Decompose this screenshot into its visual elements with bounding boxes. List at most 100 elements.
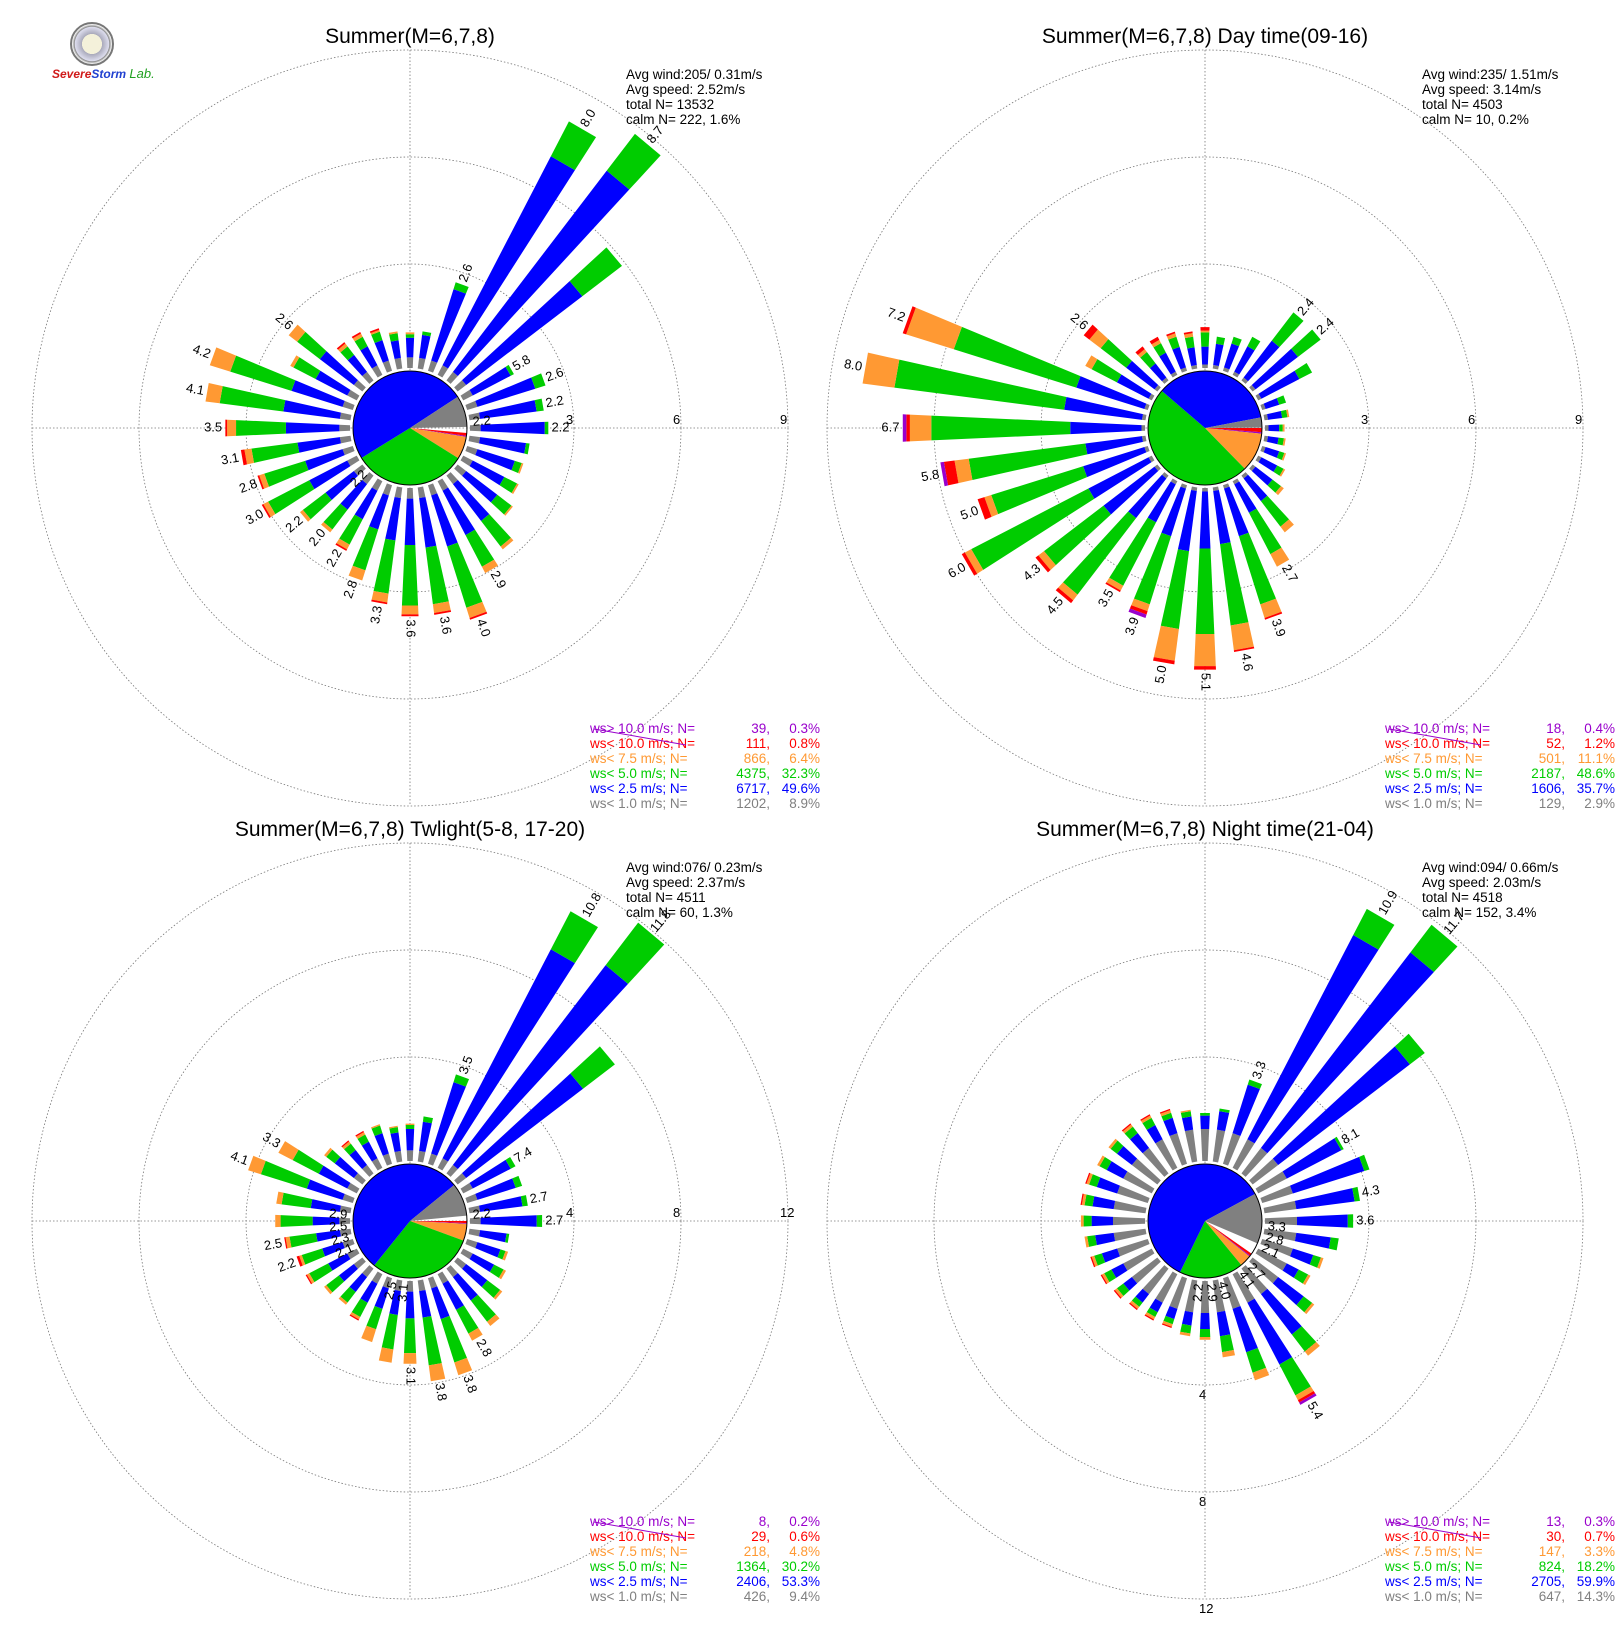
petal-segment — [1394, 1033, 1425, 1065]
petal-segment — [1299, 1393, 1317, 1405]
petal — [1113, 1257, 1161, 1299]
petal-segment — [906, 307, 962, 350]
petal — [417, 486, 452, 615]
petal-segment — [569, 247, 623, 297]
petal-segment — [406, 1280, 414, 1292]
petal — [1260, 1238, 1324, 1269]
petal-segment — [1267, 411, 1283, 420]
petal-segment — [1215, 336, 1226, 346]
petal-segment — [1166, 331, 1176, 337]
petal-segment — [371, 365, 383, 378]
petal-value-label: 3.8 — [460, 1373, 480, 1395]
petal-segment — [340, 1286, 356, 1303]
petal — [1179, 1279, 1198, 1337]
petal-segment — [968, 443, 1088, 480]
windrose-panel: 3 6 98.08.75.82.62.62.22.2 2.22.94.03.63.63… — [31, 25, 820, 811]
petal-segment — [389, 1127, 399, 1134]
petal-segment — [1249, 1158, 1279, 1185]
petal-segment — [338, 1296, 348, 1305]
legend-count: 647, — [1539, 1589, 1565, 1604]
legend-label: ws< 5.0 m/s; N= — [1384, 766, 1483, 781]
petal-segment — [427, 483, 438, 496]
petal-segment — [1263, 1228, 1297, 1242]
petal-segment — [338, 1263, 358, 1282]
petal-value-label: 2.7 — [545, 1212, 563, 1227]
petal — [468, 398, 544, 421]
petal — [1100, 1248, 1155, 1285]
stats-line: Avg speed: 2.03m/s — [1422, 875, 1541, 890]
petal-segment — [309, 1263, 333, 1283]
petal-segment — [1070, 421, 1142, 435]
petal-value-label: 10.8 — [579, 890, 605, 919]
petal-segment — [1260, 952, 1434, 1154]
petal-segment — [469, 424, 481, 432]
petal-value-label: 2.3 — [329, 1229, 350, 1248]
petal-segment — [1123, 1276, 1138, 1291]
legend-label: ws< 1.0 m/s; N= — [589, 796, 688, 811]
petal-segment — [1131, 1296, 1143, 1307]
petal-value-label: 4.3 — [1020, 561, 1043, 584]
petal — [296, 1238, 355, 1267]
petal — [349, 1271, 383, 1321]
petal — [371, 1124, 393, 1166]
petal — [225, 419, 351, 437]
petal — [1200, 1112, 1210, 1162]
petal — [1128, 483, 1188, 618]
petal — [1212, 486, 1255, 652]
petal — [1144, 1271, 1178, 1321]
petal — [1194, 487, 1216, 670]
petal-segment — [431, 1286, 450, 1320]
petal-segment — [419, 334, 431, 360]
petal-segment — [1187, 347, 1197, 366]
petal-segment — [1114, 1288, 1124, 1298]
petal-segment — [1297, 1214, 1348, 1228]
petal-segment — [1092, 1196, 1116, 1210]
petal-segment — [394, 1279, 403, 1292]
petal — [1249, 464, 1284, 496]
petal-segment — [299, 1254, 306, 1266]
petal-segment — [1083, 1215, 1092, 1227]
petal-segment — [405, 1123, 415, 1125]
pie-slice — [1205, 428, 1262, 434]
petal-value-label: 3.1 — [394, 1283, 411, 1302]
petal-segment — [536, 1215, 543, 1227]
petal-segment — [1199, 1337, 1211, 1340]
petal-segment — [297, 331, 327, 360]
petal-segment — [260, 1160, 311, 1189]
petal-segment — [1091, 1255, 1098, 1267]
pie-slice — [410, 428, 467, 437]
petal-segment — [452, 965, 629, 1169]
petal-segment — [319, 351, 358, 386]
petal-segment — [1101, 1248, 1120, 1263]
petal-segment — [1163, 1117, 1178, 1136]
petal-segment — [259, 473, 269, 489]
petal-segment — [209, 347, 237, 372]
ring-label: 9 — [1575, 412, 1582, 427]
petal-value-label: 8.0 — [843, 356, 863, 374]
petal-segment — [205, 383, 223, 404]
petal-segment — [1246, 1348, 1267, 1373]
petal-segment — [1294, 363, 1313, 380]
petal-segment — [388, 331, 398, 335]
petal-segment — [1035, 555, 1051, 573]
petal-segment — [1216, 1111, 1230, 1132]
petal-segment — [292, 1149, 324, 1174]
legend-label: ws> 10.0 m/s; N= — [589, 721, 695, 736]
legend-count: 52, — [1546, 736, 1565, 751]
petal-segment — [1302, 1274, 1311, 1286]
severe-storm-lab-logo: SevereStorm Lab. — [52, 22, 155, 84]
petal-segment — [382, 1153, 393, 1166]
petal-segment — [261, 504, 271, 518]
petal — [1149, 336, 1178, 378]
petal-segment — [389, 1289, 401, 1315]
petal-segment — [1086, 1173, 1093, 1185]
legend-label: ws> 10.0 m/s; N= — [589, 1514, 695, 1529]
petal-segment — [371, 478, 383, 491]
petal-segment — [1116, 1283, 1130, 1297]
stats-line: total N= 13532 — [626, 97, 714, 112]
petal-segment — [1267, 479, 1281, 493]
petal-segment — [1085, 1172, 1091, 1184]
petal-segment — [452, 480, 490, 521]
petal-segment — [487, 1314, 500, 1327]
petal-segment — [1275, 486, 1284, 496]
